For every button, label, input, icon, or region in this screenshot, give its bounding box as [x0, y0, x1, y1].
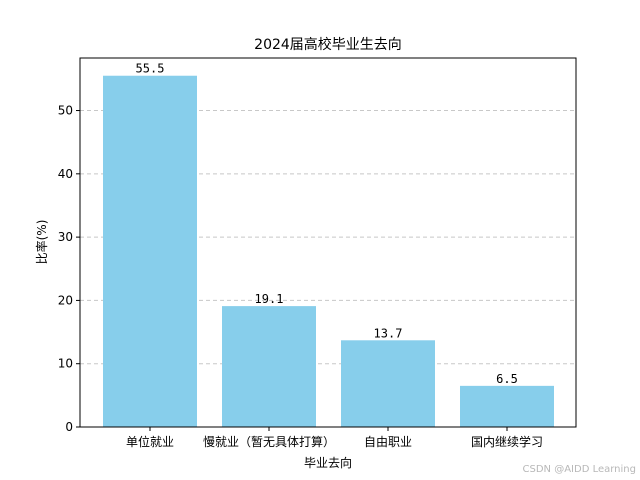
- bar: [222, 306, 316, 427]
- x-tick-label: 单位就业: [126, 434, 174, 449]
- plot-frame: [79, 57, 577, 428]
- y-tick-label: 20: [58, 293, 73, 307]
- bar: [460, 385, 554, 427]
- x-axis-label: 毕业去向: [304, 455, 352, 470]
- data-label: 13.7: [374, 326, 403, 340]
- bar: [103, 75, 197, 427]
- data-label: 6.5: [496, 372, 518, 386]
- x-axis-ticks: 单位就业 慢就业（暂无具体打算） 自由职业 国内继续学习: [126, 427, 543, 449]
- y-tick-label: 50: [58, 104, 73, 118]
- x-tick-label: 国内继续学习: [471, 434, 543, 449]
- bars: [103, 75, 554, 427]
- bar: [341, 340, 435, 427]
- y-tick-label: 0: [65, 420, 73, 434]
- grid-lines: [80, 110, 576, 365]
- y-axis-ticks: 0 10 20 30 40 50: [58, 104, 80, 434]
- y-tick-label: 40: [58, 167, 73, 181]
- data-labels: 55.5 19.1 13.7 6.5: [136, 62, 518, 386]
- y-axis-label: 比率(%): [34, 220, 49, 265]
- data-label: 19.1: [255, 292, 284, 306]
- x-tick-label: 自由职业: [364, 435, 412, 449]
- y-tick-label: 30: [58, 230, 73, 244]
- watermark: CSDN @AIDD Learning: [523, 464, 636, 475]
- x-tick-label: 慢就业（暂无具体打算）: [203, 434, 335, 449]
- data-label: 55.5: [136, 62, 165, 76]
- chart-title: 2024届高校毕业生去向: [254, 36, 402, 53]
- y-tick-label: 10: [58, 357, 73, 371]
